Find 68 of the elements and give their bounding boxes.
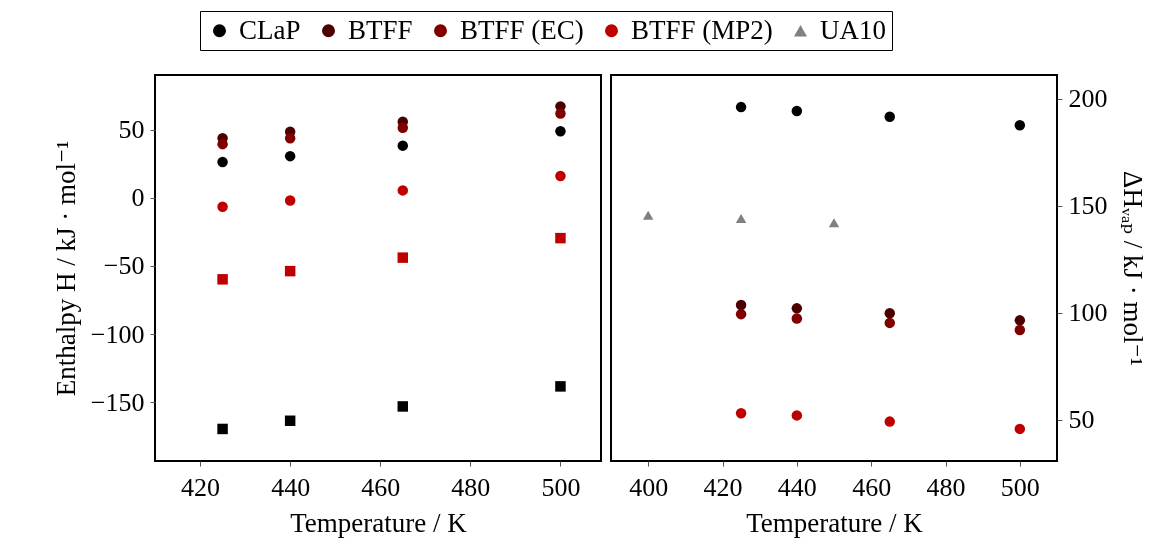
point bbox=[735, 299, 747, 311]
point bbox=[555, 126, 566, 137]
x-tick-label: 480 bbox=[926, 472, 966, 502]
y-tick-label: −50 bbox=[103, 251, 145, 281]
point bbox=[1014, 120, 1026, 131]
point bbox=[828, 218, 840, 228]
point bbox=[217, 201, 228, 212]
x-axis-title: Temperature / K bbox=[290, 507, 468, 538]
point bbox=[284, 265, 296, 277]
legend-label: BTFF (MP2) bbox=[631, 14, 773, 45]
point bbox=[217, 274, 228, 285]
point bbox=[284, 195, 296, 206]
x-tick-label: 440 bbox=[777, 472, 817, 502]
point bbox=[735, 213, 747, 223]
y-tick-label: 50 bbox=[118, 115, 145, 145]
x-tick-label: 480 bbox=[451, 472, 491, 502]
y-tick-label: −100 bbox=[90, 319, 145, 349]
y2-axis-title: ΔHᵥₐₚ / kJ · mol⁻¹ bbox=[1117, 171, 1148, 366]
point bbox=[884, 317, 895, 329]
x-tick-label: 460 bbox=[361, 472, 401, 502]
point bbox=[397, 252, 409, 263]
x-axis-title: Temperature / K bbox=[746, 507, 924, 538]
point bbox=[791, 313, 803, 324]
point bbox=[791, 303, 803, 314]
y2-tick-label: 150 bbox=[1068, 191, 1108, 221]
point bbox=[284, 415, 296, 427]
point bbox=[555, 170, 566, 182]
legend-label: UA10 bbox=[820, 14, 886, 45]
y-tick-label: 0 bbox=[131, 183, 145, 213]
point bbox=[1014, 315, 1026, 326]
x-tick-label: 420 bbox=[703, 472, 743, 502]
point bbox=[884, 308, 895, 319]
point bbox=[217, 138, 228, 150]
point bbox=[884, 111, 895, 122]
point bbox=[555, 108, 566, 119]
point bbox=[217, 423, 228, 435]
point bbox=[735, 408, 747, 419]
point bbox=[397, 401, 409, 412]
x-tick-label: 420 bbox=[181, 472, 221, 502]
point bbox=[284, 150, 296, 162]
x-tick-label: 500 bbox=[541, 472, 581, 502]
y2-tick-label: 50 bbox=[1068, 405, 1095, 435]
point bbox=[1014, 423, 1026, 435]
point bbox=[555, 232, 566, 244]
point bbox=[791, 410, 803, 421]
x-tick-label: 440 bbox=[271, 472, 311, 502]
point bbox=[217, 156, 228, 168]
point bbox=[884, 416, 895, 427]
point bbox=[555, 381, 566, 392]
legend-label: BTFF (EC) bbox=[460, 14, 584, 45]
x-tick-label: 460 bbox=[852, 472, 892, 502]
point bbox=[397, 122, 409, 134]
point bbox=[397, 185, 409, 196]
y2-tick-label: 100 bbox=[1068, 298, 1108, 328]
x-tick-label: 500 bbox=[1000, 472, 1040, 502]
y-tick-label: −150 bbox=[90, 387, 145, 417]
legend-label: CLaP bbox=[239, 14, 301, 45]
point bbox=[735, 308, 747, 320]
x-tick-label: 400 bbox=[629, 472, 669, 502]
point bbox=[1014, 324, 1026, 336]
point bbox=[735, 101, 747, 113]
legend-label: BTFF bbox=[348, 14, 413, 45]
point bbox=[791, 105, 803, 117]
point bbox=[284, 133, 296, 144]
y-axis-title: Enthalpy H / kJ · mol⁻¹ bbox=[50, 140, 81, 397]
y2-tick-label: 200 bbox=[1068, 84, 1108, 114]
point bbox=[642, 210, 654, 220]
point bbox=[397, 140, 409, 151]
